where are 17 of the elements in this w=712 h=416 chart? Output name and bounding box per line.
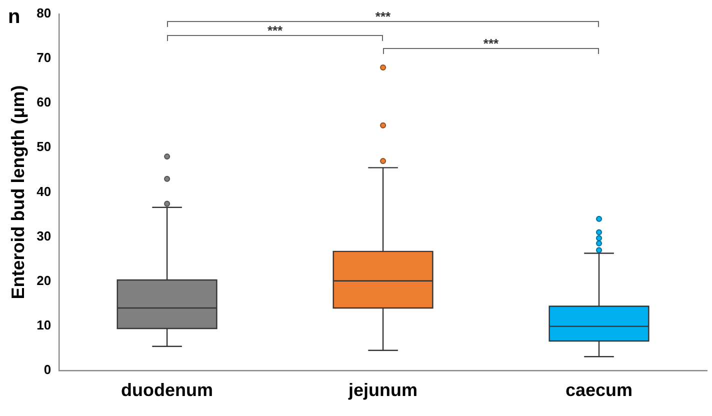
x-tick-label: jejunum [348,380,418,400]
x-tick-label: duodenum [121,380,214,400]
y-tick-label: 40 [36,184,52,199]
y-tick-label: 60 [36,94,52,110]
y-tick-label: 0 [44,362,52,377]
annotation: *** [267,23,283,38]
annotation: *** [483,36,499,51]
y-tick-label: 20 [36,272,52,288]
y-tick-label: 10 [36,317,52,332]
y-axis-title: Enteroid bud length (μm) [8,85,28,300]
chart-title: n [8,6,20,29]
annotation: *** [375,9,391,24]
y-tick-label: 80 [36,6,52,21]
y-tick-label: 50 [36,139,52,154]
y-tick-label: 70 [36,50,52,66]
y-tick-label: 30 [36,228,52,244]
x-tick-label: caecum [565,380,633,400]
